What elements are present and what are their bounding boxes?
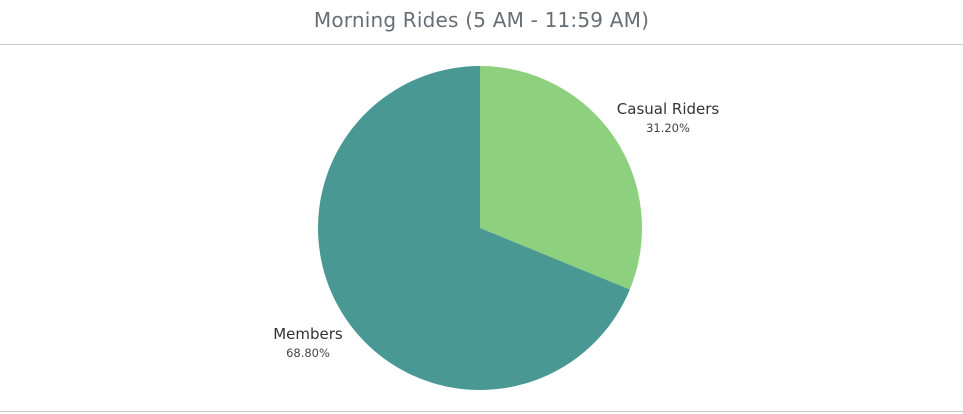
title-divider xyxy=(0,44,963,45)
slice-label-members: Members xyxy=(273,325,343,343)
bottom-divider xyxy=(0,411,963,412)
chart-title: Morning Rides (5 AM - 11:59 AM) xyxy=(313,8,650,32)
pie-slice-casual-riders xyxy=(480,66,642,290)
pie-slices xyxy=(317,66,642,391)
slice-label-casual-riders: Casual Riders xyxy=(617,100,720,118)
pie-slice-members xyxy=(317,66,630,391)
slice-value-members: 68.80% xyxy=(286,346,330,360)
slice-value-casual-riders: 31.20% xyxy=(646,121,690,135)
pie-labels: Casual Riders 31.20% Members 68.80% xyxy=(273,100,719,360)
